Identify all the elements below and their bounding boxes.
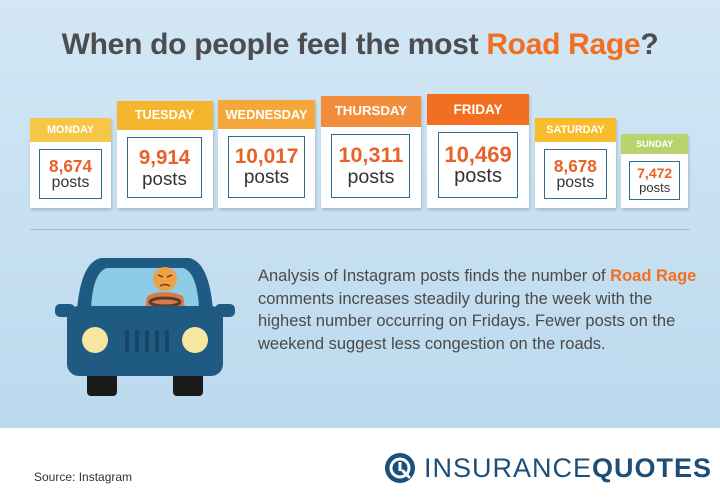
page-title: When do people feel the most Road Rage? — [0, 28, 720, 62]
posts-unit: posts — [556, 173, 595, 191]
posts-box: 8,678 posts — [544, 149, 607, 200]
source-credit: Source: Instagram — [34, 470, 133, 484]
day-label: SATURDAY — [534, 117, 616, 143]
title-suffix: ? — [640, 28, 659, 61]
posts-value: 9,914 — [138, 146, 191, 170]
day-card-sunday: SUNDAY 7,472 posts — [621, 134, 688, 208]
car-illustration — [55, 258, 235, 396]
posts-box: 7,472 posts — [629, 161, 680, 200]
description-text: Analysis of Instagram posts finds the nu… — [258, 265, 698, 355]
posts-value: 10,311 — [338, 142, 404, 168]
day-card-monday: MONDAY 8,674 posts — [30, 117, 112, 208]
description-part1: Analysis of Instagram posts finds the nu… — [258, 267, 611, 285]
headlight-left — [82, 327, 108, 353]
insurancequotes-logo: INSURANCEQUOTES — [384, 452, 712, 484]
posts-box: 10,017 posts — [228, 136, 305, 199]
day-label: THURSDAY — [320, 96, 422, 127]
grille-bar — [145, 330, 149, 352]
driver-head-icon — [153, 267, 177, 291]
posts-value: 8,678 — [553, 155, 597, 176]
logo-mark-icon — [385, 453, 415, 483]
posts-unit: posts — [347, 165, 395, 188]
grille-bar — [125, 330, 129, 352]
description-accent: Road Rage — [610, 267, 697, 285]
posts-unit: posts — [639, 180, 671, 196]
title-prefix: When do people feel the most — [61, 28, 487, 61]
posts-box: 10,311 posts — [331, 133, 411, 199]
posts-value: 7,472 — [637, 165, 673, 182]
posts-box: 9,914 posts — [126, 137, 203, 199]
grille-bar — [165, 330, 169, 352]
day-label: SUNDAY — [621, 134, 688, 154]
posts-unit: posts — [454, 165, 502, 188]
day-card-wednesday: WEDNESDAY 10,017 posts — [217, 100, 316, 208]
title-accent: Road Rage — [486, 28, 641, 61]
logo-wordmark: INSURANCEQUOTES — [424, 453, 712, 484]
day-card-thursday: THURSDAY 10,311 posts — [320, 96, 422, 208]
day-card-friday: FRIDAY 10,469 posts — [426, 94, 530, 208]
posts-unit: posts — [51, 174, 90, 191]
logo-text-light: INSURANCE — [424, 452, 593, 483]
logo-text-bold: QUOTES — [592, 452, 713, 483]
section-divider — [30, 229, 690, 230]
posts-value: 10,469 — [444, 141, 512, 167]
posts-box: 10,469 posts — [437, 132, 519, 198]
grille-bar — [155, 330, 159, 352]
headlight-right — [182, 327, 208, 353]
posts-box: 8,674 posts — [39, 149, 102, 200]
posts-value: 10,017 — [234, 145, 299, 169]
grille-bar — [135, 330, 139, 352]
day-card-tuesday: TUESDAY 9,914 posts — [116, 101, 213, 208]
angry-mouth — [159, 283, 171, 287]
day-label: MONDAY — [30, 117, 112, 143]
posts-unit: posts — [243, 167, 290, 189]
posts-by-day-chart: MONDAY 8,674 posts TUESDAY 9,914 posts WEDNESD… — [0, 0, 720, 220]
posts-unit: posts — [142, 167, 187, 189]
angry-eyebrows — [157, 274, 173, 278]
day-label: WEDNESDAY — [217, 100, 316, 130]
posts-value: 8,674 — [49, 155, 93, 176]
day-label: FRIDAY — [426, 94, 530, 125]
day-card-saturday: SATURDAY 8,678 posts — [534, 117, 616, 208]
day-label: TUESDAY — [116, 101, 213, 131]
description-part2: comments increases steadily during the w… — [258, 289, 676, 353]
